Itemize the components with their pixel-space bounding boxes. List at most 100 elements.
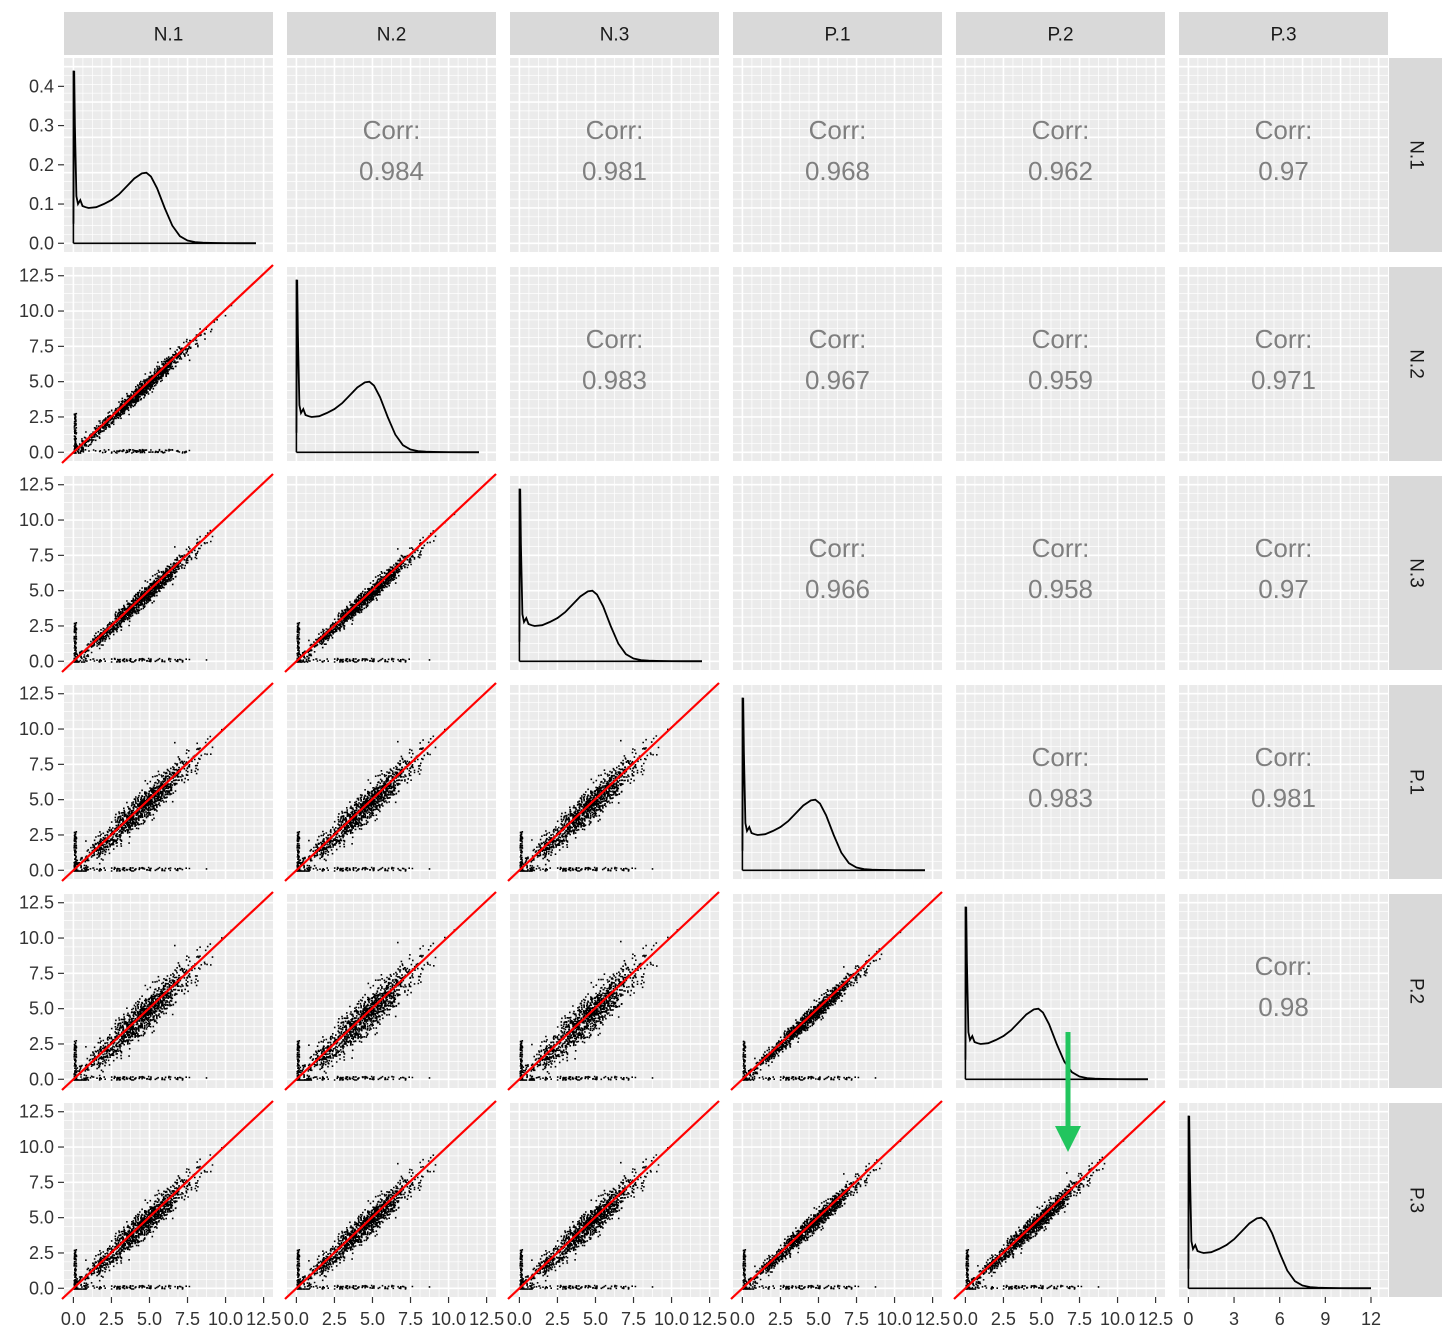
strip-row-N.1 xyxy=(1389,58,1442,252)
panel-P.2-N.1 xyxy=(61,891,274,1091)
y-tick-label: 0.0 xyxy=(29,233,54,253)
y-tick-label: 0.0 xyxy=(29,651,54,671)
corr-label: Corr: xyxy=(1032,533,1090,563)
identity-line xyxy=(61,1100,274,1300)
x-tick-label: 7.5 xyxy=(175,1309,200,1329)
corr-value: 0.971 xyxy=(1251,365,1316,395)
y-tick-label: 0.0 xyxy=(29,1069,54,1089)
identity-line xyxy=(61,473,274,673)
panel-P.1-N.2 xyxy=(284,682,497,882)
x-tick-label: 7.5 xyxy=(844,1309,869,1329)
panel-N.3-N.2 xyxy=(284,473,497,673)
identity-line xyxy=(507,891,720,1091)
corr-label: Corr: xyxy=(809,115,867,145)
panel-N.3-P.3: Corr: 0.97 xyxy=(1179,476,1388,670)
panel-N.2-N.1 xyxy=(61,264,274,464)
panel-N.3-N.3 xyxy=(510,476,719,670)
x-tick-label: 2.5 xyxy=(99,1309,124,1329)
y-tick-label: 0.2 xyxy=(29,155,54,175)
x-tick-label: 10.0 xyxy=(877,1309,912,1329)
strip-row-N.3 xyxy=(1389,476,1442,670)
panel-P.2-N.2 xyxy=(284,891,497,1091)
panel-P.3-P.1 xyxy=(730,1100,943,1300)
panel-N.3-N.1 xyxy=(61,473,274,673)
identity-line xyxy=(507,682,720,882)
x-tick-label: 7.5 xyxy=(621,1309,646,1329)
y-tick-label: 0.0 xyxy=(29,1278,54,1298)
strip-row-label: P.1 xyxy=(1405,769,1426,795)
x-tick-label: 2.5 xyxy=(545,1309,570,1329)
x-tick-label: 12.5 xyxy=(469,1309,504,1329)
y-tick-label: 0.4 xyxy=(29,76,54,96)
y-tick-label: 2.5 xyxy=(29,1243,54,1263)
y-tick-label: 5.0 xyxy=(29,790,54,810)
strip-row-label: N.3 xyxy=(1405,558,1426,588)
identity-line xyxy=(284,682,497,882)
panel-N.1-N.3: Corr: 0.981 xyxy=(510,58,719,252)
y-tick-label: 7.5 xyxy=(29,754,54,774)
corr-label: Corr: xyxy=(809,324,867,354)
panel-P.3-N.3 xyxy=(507,1100,720,1300)
x-tick-label: 10.0 xyxy=(431,1309,466,1329)
panel-P.1-N.1 xyxy=(61,682,274,882)
y-tick-label: 12.5 xyxy=(19,1102,54,1122)
y-tick-label: 2.5 xyxy=(29,825,54,845)
panel-N.2-P.3: Corr: 0.971 xyxy=(1179,267,1388,461)
identity-line xyxy=(61,682,274,882)
identity-line xyxy=(730,1100,943,1300)
corr-label: Corr: xyxy=(1255,324,1313,354)
x-tick-label: 2.5 xyxy=(991,1309,1016,1329)
panel-N.1-N.1 xyxy=(64,58,273,252)
panel-N.2-P.2: Corr: 0.959 xyxy=(956,267,1165,461)
x-tick-label: 12.5 xyxy=(1138,1309,1173,1329)
x-tick-label: 9 xyxy=(1320,1309,1330,1329)
panel-P.1-P.2: Corr: 0.983 xyxy=(956,685,1165,879)
strip-col-label: P.1 xyxy=(824,25,850,46)
corr-label: Corr: xyxy=(586,324,644,354)
identity-line xyxy=(730,891,943,1091)
strip-col-N.2 xyxy=(287,12,496,55)
corr-value: 0.968 xyxy=(805,156,870,186)
panel-N.1-N.2: Corr: 0.984 xyxy=(287,58,496,252)
corr-value: 0.962 xyxy=(1028,156,1093,186)
x-tick-label: 6 xyxy=(1275,1309,1285,1329)
x-tick-label: 3 xyxy=(1229,1309,1239,1329)
panel-N.2-P.1: Corr: 0.967 xyxy=(733,267,942,461)
panel-N.3-P.2: Corr: 0.958 xyxy=(956,476,1165,670)
y-tick-label: 2.5 xyxy=(29,1034,54,1054)
y-tick-label: 5.0 xyxy=(29,1208,54,1228)
y-tick-label: 0.0 xyxy=(29,860,54,880)
panel-P.2-N.3 xyxy=(507,891,720,1091)
corr-label: Corr: xyxy=(1255,115,1313,145)
y-tick-label: 10.0 xyxy=(19,301,54,321)
strip-col-label: N.3 xyxy=(600,25,630,46)
corr-value: 0.958 xyxy=(1028,574,1093,604)
x-tick-label: 12 xyxy=(1361,1309,1381,1329)
corr-value: 0.981 xyxy=(582,156,647,186)
x-tick-label: 0.0 xyxy=(284,1309,309,1329)
corr-value: 0.966 xyxy=(805,574,870,604)
x-tick-label: 0 xyxy=(1183,1309,1193,1329)
strip-col-label: N.1 xyxy=(154,25,184,46)
corr-value: 0.97 xyxy=(1258,574,1309,604)
x-tick-label: 12.5 xyxy=(915,1309,950,1329)
identity-line xyxy=(61,891,274,1091)
corr-value: 0.981 xyxy=(1251,783,1316,813)
panel-P.3-N.1 xyxy=(61,1100,274,1300)
y-tick-label: 12.5 xyxy=(19,684,54,704)
y-tick-label: 0.1 xyxy=(29,194,54,214)
corr-value: 0.967 xyxy=(805,365,870,395)
corr-value: 0.983 xyxy=(1028,783,1093,813)
x-tick-label: 5.0 xyxy=(1029,1309,1054,1329)
y-tick-label: 10.0 xyxy=(19,1137,54,1157)
arrow-head xyxy=(1055,1126,1081,1152)
panel-N.1-P.1: Corr: 0.968 xyxy=(733,58,942,252)
x-tick-label: 12.5 xyxy=(246,1309,281,1329)
strip-col-P.1 xyxy=(733,12,942,55)
corr-value: 0.97 xyxy=(1258,156,1309,186)
strip-col-P.3 xyxy=(1179,12,1388,55)
x-tick-label: 10.0 xyxy=(654,1309,689,1329)
corr-label: Corr: xyxy=(809,533,867,563)
panel-P.2-P.1 xyxy=(730,891,943,1091)
y-tick-label: 2.5 xyxy=(29,616,54,636)
